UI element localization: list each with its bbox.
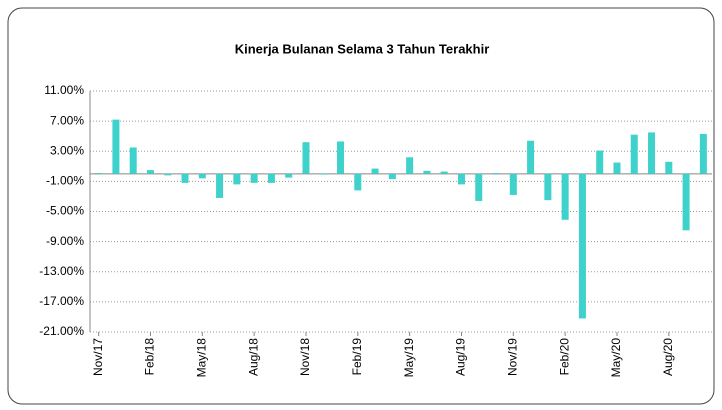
x-tick-label: Aug/19 — [454, 338, 468, 376]
bar — [267, 173, 275, 183]
y-tick-label: -21.00% — [39, 324, 84, 338]
x-tick-label: Nov/19 — [505, 338, 519, 376]
bar — [388, 173, 396, 180]
x-tick-label: Nov/17 — [91, 338, 105, 376]
x-tick-label: Aug/20 — [661, 338, 675, 376]
bar — [129, 147, 137, 174]
bar — [285, 173, 293, 178]
bar — [146, 170, 154, 174]
bar — [95, 173, 103, 174]
bar — [648, 132, 656, 174]
y-tick-label: 7.00% — [50, 113, 84, 127]
x-tick-label: Nov/18 — [298, 338, 312, 376]
bar — [198, 173, 206, 179]
bar — [457, 173, 465, 185]
y-tick-label: -17.00% — [39, 294, 84, 308]
bar — [250, 173, 258, 183]
bar — [613, 162, 621, 174]
x-tick-label: May/18 — [194, 338, 208, 378]
bar — [682, 173, 690, 231]
bar — [371, 168, 379, 174]
bar — [216, 173, 224, 198]
bar — [630, 134, 638, 174]
y-tick-label: 11.00% — [44, 83, 84, 97]
bar — [233, 173, 241, 185]
bar — [578, 173, 586, 319]
x-tick-label: Feb/18 — [143, 338, 157, 376]
x-tick-label: Feb/20 — [557, 338, 571, 376]
bar — [509, 173, 517, 195]
bar — [181, 173, 189, 183]
y-tick-label: 3.00% — [50, 143, 84, 157]
bar — [406, 157, 414, 174]
bar — [665, 161, 673, 174]
x-tick-label: May/19 — [402, 338, 416, 378]
bar — [440, 171, 448, 174]
bar — [561, 173, 569, 220]
bar — [423, 170, 431, 174]
bar — [112, 119, 120, 174]
y-tick-label: -13.00% — [39, 264, 84, 278]
x-tick-label: Aug/18 — [246, 338, 260, 376]
bar — [699, 133, 707, 174]
chart-title: Kinerja Bulanan Selama 3 Tahun Terakhir — [235, 41, 490, 56]
bar — [164, 173, 172, 176]
bar — [337, 141, 345, 174]
bar — [527, 140, 535, 174]
bar — [354, 173, 362, 191]
x-tick-label: May/20 — [609, 338, 623, 378]
bar — [319, 173, 327, 175]
bar — [475, 173, 483, 201]
y-tick-label: -5.00% — [46, 204, 84, 218]
bar — [544, 173, 552, 201]
bar — [596, 150, 604, 174]
chart-frame — [7, 7, 715, 405]
y-tick-label: -9.00% — [46, 234, 84, 248]
y-tick-label: -1.00% — [46, 174, 84, 188]
bar — [302, 142, 310, 174]
bar — [492, 173, 500, 174]
x-tick-label: Feb/19 — [350, 338, 364, 376]
